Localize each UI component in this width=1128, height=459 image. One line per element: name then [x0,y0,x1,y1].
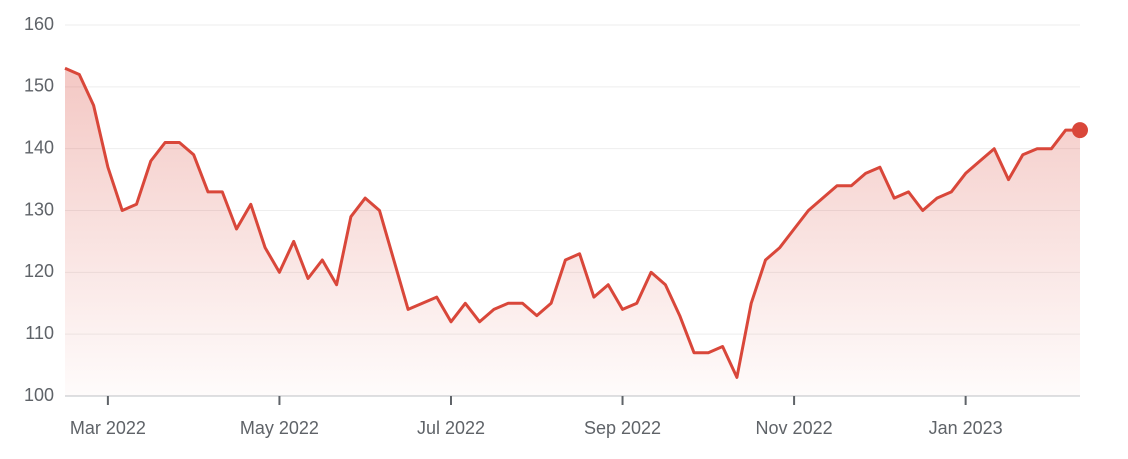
x-tick-label: Sep 2022 [584,418,661,438]
area [65,68,1080,397]
end-point [1072,122,1088,139]
y-tick-label: 150 [24,76,54,96]
line [64,66,1080,379]
y-tick-label: 100 [24,385,54,405]
x-tick-label: Jan 2023 [929,418,1003,438]
y-tick-label: 130 [24,199,54,219]
y-tick-label: 110 [25,323,54,343]
y-tick-label: 160 [24,14,54,34]
y-tick-label: 120 [24,261,54,281]
x-tick-label: Nov 2022 [756,418,833,438]
x-tick-label: Mar 2022 [70,418,146,438]
x-tick-label: May 2022 [240,418,319,438]
x-tick-label: Jul 2022 [417,418,485,438]
y-tick-label: 140 [24,137,54,157]
